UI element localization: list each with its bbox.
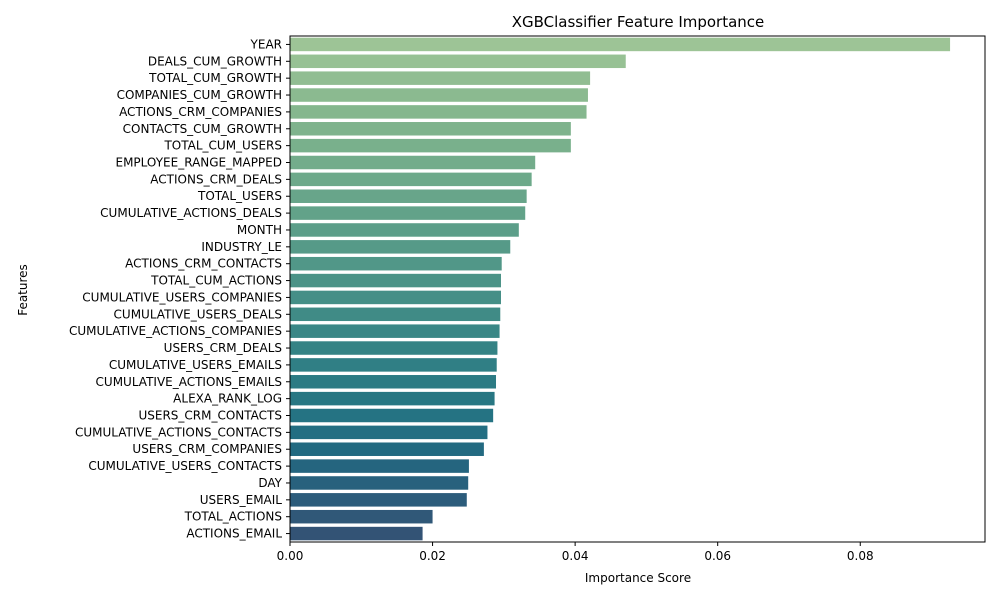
plot-frame bbox=[289, 35, 986, 543]
y-tick-label: TOTAL_CUM_GROWTH bbox=[148, 71, 282, 85]
y-tick-label: CUMULATIVE_USERS_CONTACTS bbox=[88, 459, 282, 473]
bar-total-cum-growth bbox=[290, 71, 591, 85]
bar-cumulative-actions-companies bbox=[290, 324, 500, 338]
bar-cumulative-users-deals bbox=[290, 307, 501, 322]
bar-total-actions bbox=[290, 509, 433, 524]
bar-employee-range-mapped bbox=[290, 155, 536, 170]
bar-actions-crm-companies bbox=[290, 105, 587, 119]
y-tick-label: USERS_EMAIL bbox=[200, 493, 283, 507]
y-tick-label: CUMULATIVE_USERS_EMAILS bbox=[109, 358, 282, 372]
bar-cumulative-actions-emails bbox=[290, 375, 497, 389]
bar-users-crm-contacts bbox=[290, 408, 494, 423]
y-tick-label: TOTAL_CUM_ACTIONS bbox=[150, 274, 282, 288]
y-axis-title: Features bbox=[16, 264, 30, 316]
bar-year bbox=[290, 37, 951, 52]
bar-total-cum-users bbox=[290, 138, 571, 153]
y-tick-label: YEAR bbox=[250, 37, 282, 51]
y-tick-label: ACTIONS_CRM_DEALS bbox=[150, 172, 282, 186]
y-tick-label: DAY bbox=[258, 476, 282, 490]
y-tick-label: TOTAL_CUM_USERS bbox=[163, 139, 282, 153]
x-tick-label: 0.00 bbox=[277, 549, 304, 563]
y-tick-label: USERS_CRM_COMPANIES bbox=[132, 442, 282, 456]
y-tick-label: USERS_CRM_CONTACTS bbox=[138, 409, 282, 423]
bar-deals-cum-growth bbox=[290, 54, 626, 69]
bar-industry-le bbox=[290, 240, 511, 254]
y-tick-label: EMPLOYEE_RANGE_MAPPED bbox=[116, 156, 283, 170]
bar-cumulative-actions-deals bbox=[290, 206, 526, 220]
bar-companies-cum-growth bbox=[290, 88, 588, 102]
x-tick-label: 0.08 bbox=[847, 549, 874, 563]
x-axis-ticks: 0.00 0.02 0.04 0.06 0.08 bbox=[277, 542, 874, 563]
bar-total-users bbox=[290, 189, 527, 203]
bars-group bbox=[290, 37, 951, 541]
bar-cumulative-actions-contacts bbox=[290, 425, 488, 440]
bar-actions-crm-deals bbox=[290, 172, 532, 187]
y-axis-ticks: YEAR DEALS_CUM_GROWTH TOTAL_CUM_GROWTH COMP… bbox=[69, 37, 290, 541]
bar-actions-email bbox=[290, 526, 423, 541]
bar-users-email bbox=[290, 493, 467, 507]
y-tick-label: TOTAL_ACTIONS bbox=[184, 510, 282, 524]
y-tick-label: ACTIONS_CRM_CONTACTS bbox=[125, 257, 282, 271]
bar-contacts-cum-growth bbox=[290, 122, 571, 136]
y-tick-label: CUMULATIVE_USERS_COMPANIES bbox=[82, 290, 282, 304]
y-tick-label: ALEXA_RANK_LOG bbox=[173, 392, 282, 406]
y-tick-label: ACTIONS_EMAIL bbox=[186, 527, 282, 541]
y-tick-label: DEALS_CUM_GROWTH bbox=[148, 54, 282, 68]
bar-total-cum-actions bbox=[290, 273, 501, 288]
y-tick-label: MONTH bbox=[237, 223, 282, 237]
bar-cumulative-users-contacts bbox=[290, 459, 469, 473]
y-tick-label: USERS_CRM_DEALS bbox=[164, 341, 282, 355]
bar-month bbox=[290, 223, 519, 237]
y-tick-label: CUMULATIVE_USERS_DEALS bbox=[114, 307, 282, 321]
x-tick-label: 0.06 bbox=[704, 549, 731, 563]
bar-cumulative-users-emails bbox=[290, 358, 497, 372]
y-tick-label: CUMULATIVE_ACTIONS_EMAILS bbox=[96, 375, 282, 389]
y-tick-label: TOTAL_USERS bbox=[197, 189, 282, 203]
bar-actions-crm-contacts bbox=[290, 256, 502, 271]
bar-day bbox=[290, 476, 469, 490]
bar-users-crm-companies bbox=[290, 442, 484, 456]
bar-users-crm-deals bbox=[290, 341, 498, 355]
y-tick-label: ACTIONS_CRM_COMPANIES bbox=[119, 105, 282, 119]
x-tick-label: 0.04 bbox=[562, 549, 589, 563]
bar-cumulative-users-companies bbox=[290, 290, 501, 305]
x-axis-title: Importance Score bbox=[585, 571, 691, 585]
y-tick-label: CUMULATIVE_ACTIONS_DEALS bbox=[100, 206, 282, 220]
chart-title: XGBClassifier Feature Importance bbox=[512, 13, 765, 31]
y-tick-label: COMPANIES_CUM_GROWTH bbox=[117, 88, 282, 102]
y-tick-label: CONTACTS_CUM_GROWTH bbox=[123, 122, 282, 136]
y-tick-label: CUMULATIVE_ACTIONS_CONTACTS bbox=[75, 425, 282, 439]
bar-alexa-rank-log bbox=[290, 391, 495, 406]
y-tick-label: INDUSTRY_LE bbox=[201, 240, 282, 254]
y-tick-label: CUMULATIVE_ACTIONS_COMPANIES bbox=[69, 324, 282, 338]
x-tick-label: 0.02 bbox=[419, 549, 446, 563]
